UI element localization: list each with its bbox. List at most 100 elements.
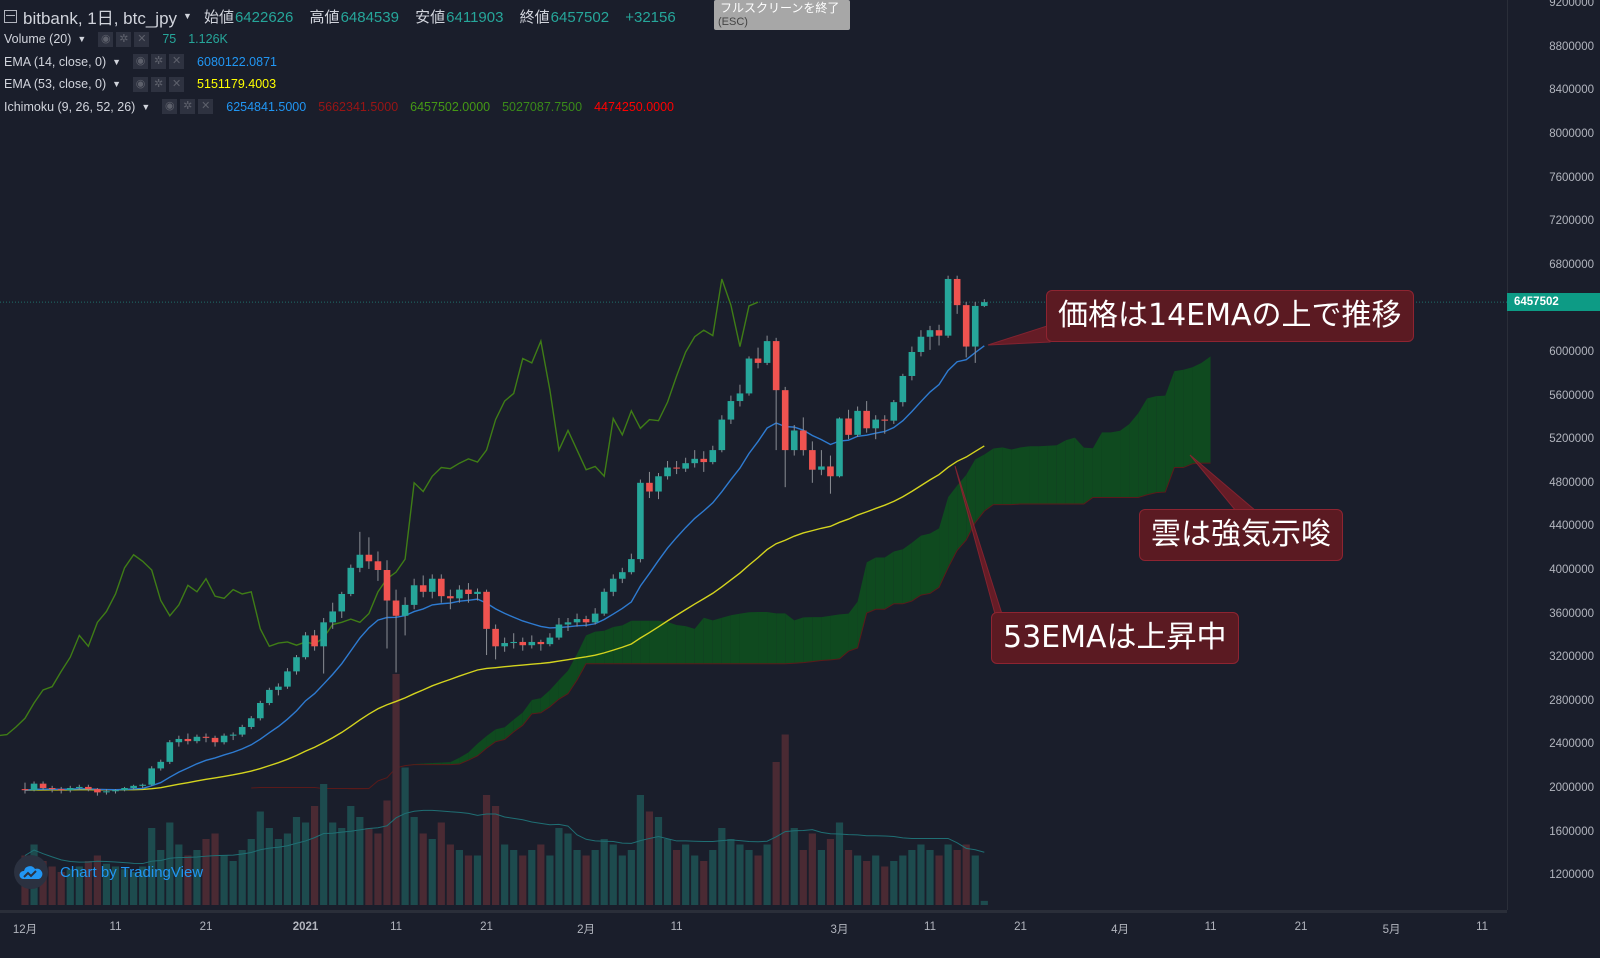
cloud-segment (1120, 424, 1130, 498)
annotation-cloud-bullish[interactable]: 雲は強気示唆 (1139, 509, 1343, 561)
cloud-segment (1147, 396, 1157, 495)
volume-bar (229, 861, 237, 905)
candle-body (247, 718, 255, 727)
price-axis[interactable]: 1200000 1600000 2000000 2400000 2800000 32000… (1507, 0, 1600, 910)
candle-body (492, 628, 499, 647)
candle-body (655, 476, 662, 492)
volume-bar (338, 828, 346, 905)
price-tick-label: 8800000 (1549, 40, 1594, 53)
volume-bar (763, 844, 771, 905)
annotation-ema53-rising[interactable]: 53EMAは上昇中 (991, 612, 1239, 664)
volume-bar (75, 866, 83, 905)
cloud-segment (1029, 446, 1039, 505)
cloud-segment (984, 448, 994, 512)
volume-bar (220, 855, 228, 905)
chevron-down-icon[interactable]: ▼ (77, 34, 87, 45)
close-icon[interactable]: ✕ (169, 76, 185, 92)
cloud-segment (866, 557, 876, 614)
indicator-value: 5662341.5000 (318, 99, 399, 114)
volume-bar (57, 872, 65, 905)
eye-icon[interactable]: ◉ (98, 31, 114, 47)
chevron-down-icon[interactable]: ▼ (141, 101, 151, 112)
volume-bar (283, 833, 292, 905)
time-tick-label: 5月 (1382, 924, 1401, 936)
volume-bar (455, 850, 463, 905)
cloud-segment (504, 719, 514, 740)
candle-body (646, 482, 653, 492)
volume-bar (890, 861, 898, 905)
chevron-down-icon[interactable]: ▼ (112, 56, 122, 67)
volume-bar (682, 844, 690, 905)
candle-body (781, 390, 789, 451)
candle-body (736, 393, 744, 402)
candle-body (410, 585, 418, 605)
candle-body (21, 789, 29, 791)
volume-bar (419, 833, 427, 905)
candle-body (700, 458, 708, 463)
cloud-segment (830, 614, 840, 660)
cloud-segment (1111, 430, 1121, 498)
high-value: 6484539 (340, 8, 399, 26)
volume-bar (211, 833, 219, 905)
gear-icon[interactable]: ✲ (116, 31, 132, 47)
annotation-price-above-ema14[interactable]: 価格は14EMAの上で推移 (1046, 290, 1414, 342)
volume-bar (899, 855, 907, 905)
price-tick-label: 1200000 (1549, 869, 1594, 882)
candle-body (474, 591, 481, 594)
candle-body (383, 570, 391, 601)
candle-body (637, 482, 644, 560)
candle-body (917, 336, 925, 352)
cloud-segment (920, 533, 930, 596)
volume-bar (627, 850, 635, 905)
symbol-title[interactable]: bitbank, 1日, btc_jpy (23, 8, 178, 28)
candle-body (438, 578, 445, 597)
cloud-segment (721, 615, 731, 664)
volume-bar (66, 869, 74, 905)
indicator-name[interactable]: EMA (53, close, 0) (4, 77, 107, 92)
gear-icon[interactable]: ✲ (151, 76, 167, 92)
candle-body (619, 572, 626, 579)
cloud-segment (758, 611, 768, 664)
cloud-segment (477, 735, 487, 756)
candle-body (66, 788, 74, 791)
gear-icon[interactable]: ✲ (151, 54, 167, 70)
time-tick-label: 2021 (292, 921, 319, 933)
indicator-name[interactable]: Ichimoku (9, 26, 52, 26) (4, 99, 136, 114)
candle-body (501, 643, 508, 647)
cloud-segment (622, 620, 632, 664)
gear-icon[interactable]: ✲ (180, 99, 196, 115)
tradingview-watermark[interactable]: Chart by TradingView (14, 855, 203, 889)
candle-body (302, 635, 309, 658)
indicator-value: 6080122.0871 (197, 54, 277, 69)
chevron-down-icon[interactable]: ▼ (112, 79, 122, 90)
close-icon[interactable]: ✕ (134, 31, 150, 47)
candle-body (229, 734, 237, 736)
eye-icon[interactable]: ◉ (133, 76, 149, 92)
price-tick-label: 1600000 (1549, 825, 1594, 838)
cloud-segment (586, 631, 596, 664)
candle-body (356, 554, 364, 568)
volume-bar (347, 806, 355, 905)
candle-body (193, 736, 201, 742)
cloud-segment (1038, 445, 1048, 505)
indicator-name[interactable]: EMA (14, close, 0) (4, 54, 107, 69)
cloud-segment (1174, 369, 1184, 468)
cloud-segment (893, 549, 903, 604)
cloud-segment (604, 626, 614, 664)
volume-bar (962, 844, 970, 905)
eye-icon[interactable]: ◉ (133, 54, 149, 70)
eye-icon[interactable]: ◉ (162, 99, 178, 115)
time-axis[interactable]: 12月 11 21 2021 11 21 2月 11 3月 11 21 4月 11 21 5月 11 (0, 910, 1507, 958)
candle-body (130, 785, 137, 789)
indicator-value: 5027087.7500 (502, 99, 583, 114)
price-tick-label: 8400000 (1549, 84, 1594, 97)
candle-body (112, 790, 119, 792)
indicator-name[interactable]: Volume (20) (4, 32, 72, 47)
close-icon[interactable]: ✕ (169, 54, 185, 70)
chevron-down-icon[interactable]: ▼ (183, 11, 192, 21)
collapse-legend-icon[interactable] (4, 9, 17, 23)
close-icon[interactable]: ✕ (198, 99, 214, 115)
cloud-segment (730, 613, 740, 664)
cloud-segment (812, 617, 822, 662)
